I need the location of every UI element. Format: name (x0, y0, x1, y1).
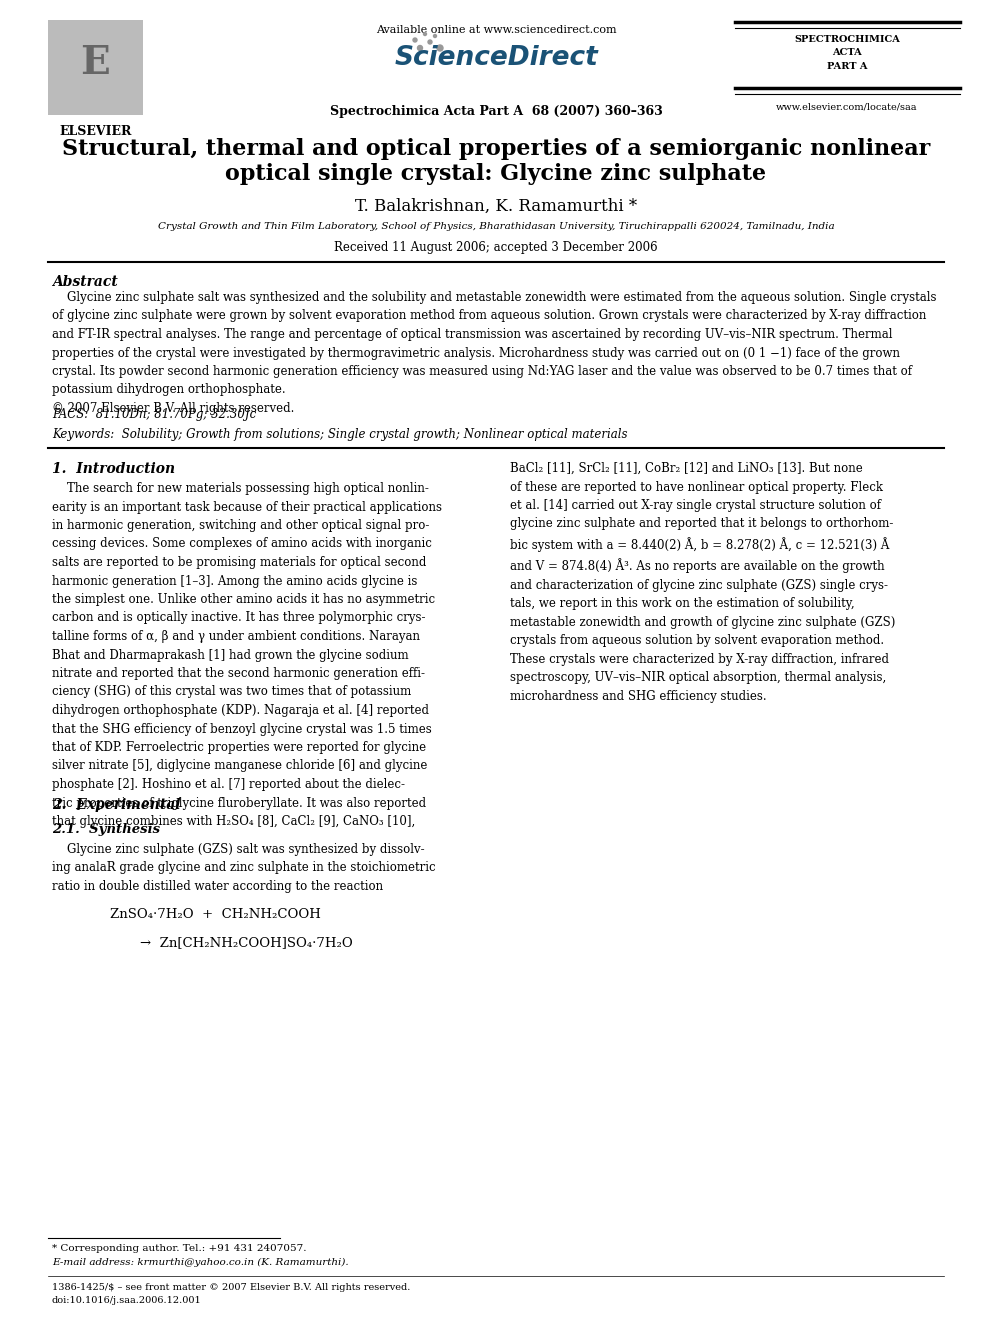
Text: Received 11 August 2006; accepted 3 December 2006: Received 11 August 2006; accepted 3 Dece… (334, 241, 658, 254)
Text: SPECTROCHIMICA: SPECTROCHIMICA (794, 34, 900, 44)
Text: doi:10.1016/j.saa.2006.12.001: doi:10.1016/j.saa.2006.12.001 (52, 1297, 201, 1304)
Text: Structural, thermal and optical properties of a semiorganic nonlinear: Structural, thermal and optical properti… (62, 138, 930, 160)
Text: E-mail address: krmurthi@yahoo.co.in (K. Ramamurthi).: E-mail address: krmurthi@yahoo.co.in (K.… (52, 1258, 348, 1267)
Text: ELSEVIER: ELSEVIER (60, 124, 132, 138)
Circle shape (428, 40, 432, 44)
Circle shape (437, 45, 443, 52)
Text: T. Balakrishnan, K. Ramamurthi *: T. Balakrishnan, K. Ramamurthi * (355, 198, 637, 216)
Circle shape (413, 38, 417, 42)
Text: optical single crystal: Glycine zinc sulphate: optical single crystal: Glycine zinc sul… (225, 163, 767, 185)
Text: www.elsevier.com/locate/saa: www.elsevier.com/locate/saa (777, 103, 918, 112)
Text: The search for new materials possessing high optical nonlin-
earity is an import: The search for new materials possessing … (52, 482, 442, 828)
Text: 2.  Experimental: 2. Experimental (52, 798, 181, 812)
Text: →  Zn[CH₂NH₂COOH]SO₄·7H₂O: → Zn[CH₂NH₂COOH]SO₄·7H₂O (140, 935, 353, 949)
Text: Spectrochimica Acta Part A  68 (2007) 360–363: Spectrochimica Acta Part A 68 (2007) 360… (329, 105, 663, 118)
Text: Keywords:  Solubility; Growth from solutions; Single crystal growth; Nonlinear o: Keywords: Solubility; Growth from soluti… (52, 429, 628, 441)
Text: BaCl₂ [11], SrCl₂ [11], CoBr₂ [12] and LiNO₃ [13]. But none
of these are reporte: BaCl₂ [11], SrCl₂ [11], CoBr₂ [12] and L… (510, 462, 896, 703)
Text: Glycine zinc sulphate (GZS) salt was synthesized by dissolv-
ing analaR grade gl: Glycine zinc sulphate (GZS) salt was syn… (52, 843, 435, 893)
Circle shape (424, 33, 427, 36)
Text: PART A: PART A (826, 62, 867, 71)
Text: 1386-1425/$ – see front matter © 2007 Elsevier B.V. All rights reserved.: 1386-1425/$ – see front matter © 2007 El… (52, 1283, 411, 1293)
Text: 2.1.  Synthesis: 2.1. Synthesis (52, 823, 160, 836)
Text: PACS:  81.10Dn; 81.70Pg; 32.30Jc: PACS: 81.10Dn; 81.70Pg; 32.30Jc (52, 407, 256, 421)
Circle shape (418, 45, 423, 50)
Circle shape (434, 34, 436, 37)
Text: Crystal Growth and Thin Film Laboratory, School of Physics, Bharathidasan Univer: Crystal Growth and Thin Film Laboratory,… (158, 222, 834, 232)
Text: Glycine zinc sulphate salt was synthesized and the solubility and metastable zon: Glycine zinc sulphate salt was synthesiz… (52, 291, 936, 415)
Text: ZnSO₄·7H₂O  +  CH₂NH₂COOH: ZnSO₄·7H₂O + CH₂NH₂COOH (110, 908, 320, 921)
Text: ScienceDirect: ScienceDirect (394, 45, 598, 71)
Text: * Corresponding author. Tel.: +91 431 2407057.: * Corresponding author. Tel.: +91 431 24… (52, 1244, 307, 1253)
Text: Available online at www.sciencedirect.com: Available online at www.sciencedirect.co… (376, 25, 616, 34)
Text: Abstract: Abstract (52, 275, 118, 288)
Text: E: E (80, 44, 110, 82)
Text: 1.  Introduction: 1. Introduction (52, 462, 176, 476)
Bar (48, 20, 143, 115)
Text: ACTA: ACTA (832, 48, 862, 57)
